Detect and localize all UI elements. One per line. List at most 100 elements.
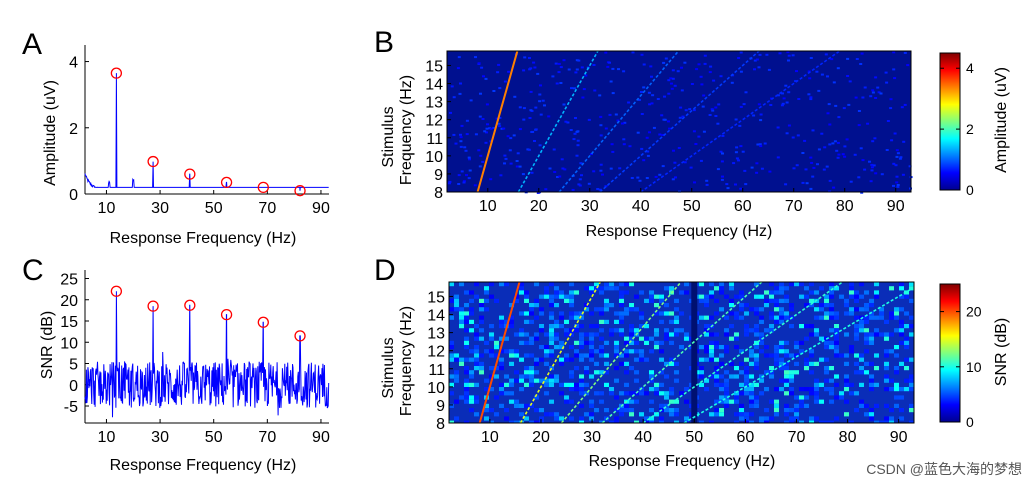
heatmap-cell	[744, 91, 748, 94]
heatmap-cell	[854, 391, 859, 396]
heatmap-cell	[860, 191, 864, 194]
heatmap-cell	[518, 165, 522, 168]
heatmap-cell	[741, 150, 745, 153]
heatmap-cell	[449, 382, 454, 387]
heatmap-cell	[454, 353, 459, 358]
heatmap-cell	[469, 319, 474, 324]
heatmap-cell	[734, 315, 739, 320]
heatmap-cell	[874, 403, 879, 408]
heatmap-cell	[574, 387, 579, 392]
heatmap-cell	[844, 361, 849, 366]
heatmap-cell	[739, 370, 744, 375]
heatmap-cell	[654, 175, 658, 178]
heatmap-cell	[634, 294, 639, 299]
heatmap-cell	[895, 155, 899, 158]
heatmap-cell	[764, 416, 769, 421]
heatmap-cell	[654, 332, 659, 337]
heatmap-cell	[634, 340, 639, 345]
heatmap-cell	[570, 87, 573, 90]
heatmap-cell	[854, 307, 859, 312]
heatmap-cell	[672, 149, 675, 152]
heatmap-cell	[809, 303, 814, 308]
heatmap-cell	[514, 378, 519, 383]
heatmap-cell	[844, 399, 849, 404]
heatmap-cell	[639, 357, 644, 362]
heatmap-cell	[796, 134, 800, 137]
heatmap-cell	[454, 370, 459, 375]
heatmap-cell	[549, 366, 554, 371]
heatmap-cell	[449, 315, 454, 320]
heatmap-cell	[757, 103, 761, 106]
heatmap-cell	[814, 382, 819, 387]
heatmap-cell	[869, 374, 874, 379]
heatmap-cell	[894, 370, 899, 375]
heatmap-cell	[764, 290, 769, 295]
heatmap-cell	[536, 72, 540, 75]
heatmap-cell	[829, 286, 834, 291]
heatmap-cell	[458, 92, 462, 95]
heatmap-cell	[556, 176, 559, 178]
heatmap-cell	[864, 315, 869, 320]
heatmap-cell	[609, 282, 614, 287]
heatmap-cell	[844, 332, 849, 337]
heatmap-cell	[574, 290, 579, 295]
heatmap-cell	[504, 408, 509, 413]
heatmap-cell	[454, 303, 459, 308]
heatmap-cell	[469, 298, 474, 303]
heatmap-cell	[454, 298, 459, 303]
signal-series-line	[84, 73, 329, 191]
heatmap-cell	[834, 340, 839, 345]
heatmap-cell	[754, 382, 759, 387]
heatmap-cell	[594, 286, 599, 291]
harmonic-line	[601, 281, 763, 424]
heatmap-cell	[855, 58, 859, 60]
heatmap-cell	[619, 361, 624, 366]
heatmap-cell	[662, 61, 666, 64]
heatmap-cell	[803, 139, 807, 142]
heatmap-cell	[764, 328, 769, 333]
heatmap-cell	[825, 165, 829, 168]
heatmap-cell	[589, 374, 594, 379]
heatmap-cell	[479, 303, 484, 308]
heatmap-cell	[479, 319, 484, 324]
heatmap-cell	[789, 307, 794, 312]
heatmap-cell	[782, 97, 786, 100]
heatmap-cell	[739, 416, 744, 421]
heatmap-cell	[519, 403, 524, 408]
heatmap-cell	[647, 91, 651, 94]
heatmap-cell	[664, 57, 668, 60]
heatmap-cell	[764, 420, 769, 423]
heatmap-cell	[614, 113, 618, 116]
heatmap-cell	[559, 324, 564, 329]
colorbar-tick-label: 0	[966, 414, 974, 430]
heatmap-cell	[549, 311, 554, 316]
heatmap-cell	[714, 106, 718, 109]
heatmap-cell	[709, 345, 714, 350]
heatmap-cell	[834, 353, 839, 358]
heatmap-cell	[500, 127, 504, 130]
heatmap-cell	[705, 179, 709, 182]
heatmap-cell	[749, 307, 754, 312]
heatmap-cell	[614, 353, 619, 358]
heatmap-cell	[514, 370, 519, 375]
heatmap-cell	[669, 408, 674, 413]
heatmap-cell	[729, 311, 734, 316]
heatmap-cell	[809, 420, 814, 423]
x-tick-label: 90	[312, 200, 330, 217]
heatmap-cell	[589, 324, 594, 329]
heatmap-cell	[599, 349, 604, 354]
heatmap-cell	[569, 399, 574, 404]
heatmap-cell	[769, 282, 774, 287]
x-tick-label: 50	[683, 198, 701, 215]
heatmap-cell	[829, 391, 834, 396]
heatmap-cell	[842, 107, 846, 110]
heatmap-cell	[809, 187, 813, 190]
heatmap-cell	[829, 340, 834, 345]
heatmap-cell	[884, 349, 889, 354]
heatmap-cell	[509, 319, 514, 324]
heatmap-cell	[734, 391, 739, 396]
heatmap-cell	[744, 378, 749, 383]
heatmap-cell	[464, 357, 469, 362]
heatmap-cell	[866, 122, 870, 125]
heatmap-cell	[474, 357, 479, 362]
